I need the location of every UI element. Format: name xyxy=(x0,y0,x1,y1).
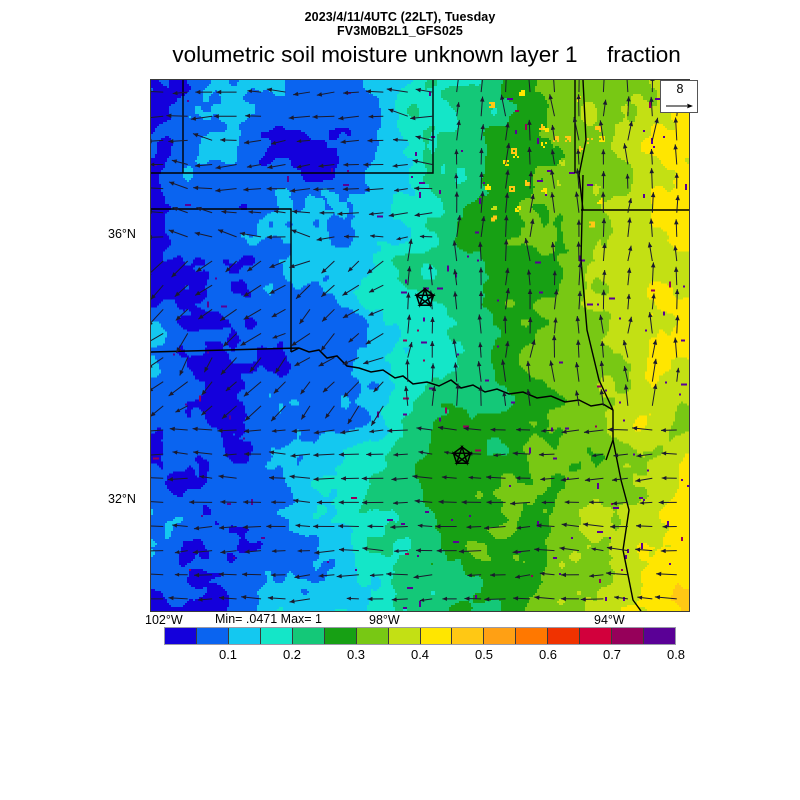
colorbar-tick-0.8: 0.8 xyxy=(666,647,686,662)
colorbar-tick-labels: 0.1 0.2 0.3 0.4 0.5 0.6 0.7 0.8 xyxy=(164,647,685,663)
axis-label-lon-98w: 98°W xyxy=(369,613,400,627)
main-title-row: volumetric soil moisture unknown layer 1… xyxy=(150,41,795,69)
map-overlay xyxy=(151,80,689,611)
colorbar-swatches xyxy=(164,627,676,645)
station-star xyxy=(451,445,473,466)
axis-label-lat-32n: 32°N xyxy=(108,492,136,506)
map-plot-area[interactable] xyxy=(150,79,690,612)
colorbar-tick-0.7: 0.7 xyxy=(602,647,622,662)
colorbar-swatch-6 xyxy=(356,628,389,644)
station-markers xyxy=(414,287,473,466)
colorbar-swatch-10 xyxy=(484,628,517,644)
colorbar-tick-0.6: 0.6 xyxy=(538,647,558,662)
colorbar-tick-0.5: 0.5 xyxy=(474,647,494,662)
date-title: 2023/4/11/4UTC (22LT), Tuesday xyxy=(304,10,496,24)
colorbar-swatch-11 xyxy=(516,628,549,644)
colorbar-swatch-12 xyxy=(548,628,581,644)
station-star xyxy=(414,287,436,308)
colorbar-swatch-0 xyxy=(165,628,197,644)
reference-vector-arrow-icon xyxy=(666,103,693,109)
min-max-annotation: Min= .0471 Max= 1 xyxy=(215,612,323,626)
colorbar-swatch-4 xyxy=(292,628,325,644)
colorbar-tick-0.2: 0.2 xyxy=(282,647,302,662)
variable-title: volumetric soil moisture unknown layer 1 xyxy=(172,42,578,67)
unit-label: fraction xyxy=(607,42,681,67)
axis-label-lon-102w: 102°W xyxy=(145,613,183,627)
colorbar: 0.1 0.2 0.3 0.4 0.5 0.6 0.7 0.8 xyxy=(164,627,685,662)
state-boundaries xyxy=(151,80,689,611)
colorbar-swatch-9 xyxy=(452,628,485,644)
model-title: FV3M0B2L1_GFS025 xyxy=(337,24,463,38)
colorbar-swatch-8 xyxy=(420,628,453,644)
colorbar-tick-0.3: 0.3 xyxy=(346,647,366,662)
axis-label-lon-94w: 94°W xyxy=(594,613,625,627)
colorbar-swatch-5 xyxy=(324,628,357,644)
title-block: 2023/4/11/4UTC (22LT), Tuesday FV3M0B2L1… xyxy=(0,10,800,38)
colorbar-swatch-14 xyxy=(612,628,645,644)
colorbar-swatch-7 xyxy=(388,628,421,644)
vector-scale-key: 8 xyxy=(660,80,698,113)
colorbar-swatch-1 xyxy=(196,628,229,644)
colorbar-swatch-3 xyxy=(260,628,293,644)
axis-label-lat-36n: 36°N xyxy=(108,227,136,241)
colorbar-swatch-2 xyxy=(228,628,261,644)
colorbar-swatch-15 xyxy=(644,628,675,644)
colorbar-tick-0.4: 0.4 xyxy=(410,647,430,662)
colorbar-swatch-13 xyxy=(580,628,613,644)
colorbar-tick-0.1: 0.1 xyxy=(218,647,238,662)
vector-key-value: 8 xyxy=(676,82,684,96)
wind-vector-field xyxy=(151,80,681,604)
